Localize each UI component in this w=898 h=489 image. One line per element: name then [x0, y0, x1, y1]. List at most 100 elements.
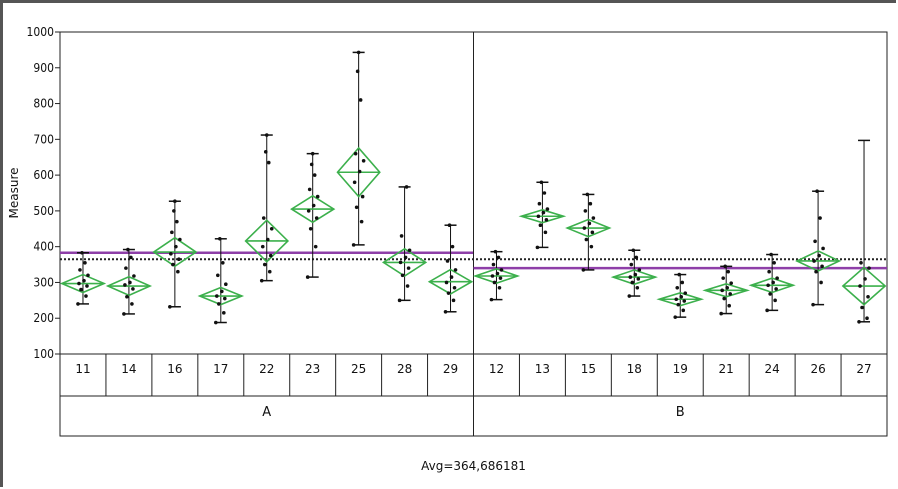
data-point — [496, 255, 501, 260]
y-axis-label: Measure — [7, 168, 21, 219]
data-point — [404, 185, 409, 189]
data-point — [725, 286, 729, 290]
data-point — [311, 203, 316, 208]
data-point — [628, 275, 633, 279]
data-point — [80, 250, 84, 255]
y-tick-label: 1000 — [27, 25, 55, 39]
data-point — [131, 287, 135, 291]
mean-diamond — [656, 291, 705, 307]
data-point — [220, 289, 224, 294]
data-point — [351, 243, 356, 247]
data-point — [398, 260, 403, 265]
data-point — [675, 286, 680, 290]
data-point — [132, 274, 136, 278]
category-label: 18 — [627, 362, 642, 376]
data-point — [542, 191, 547, 195]
data-point — [491, 262, 496, 267]
mean-diamond — [336, 146, 381, 198]
data-point — [446, 291, 451, 295]
data-point — [773, 298, 777, 303]
data-point — [681, 308, 686, 313]
group-label: B — [676, 405, 685, 420]
data-point — [629, 262, 634, 267]
y-tick-label: 600 — [33, 168, 54, 182]
data-point — [178, 237, 182, 242]
data-point — [585, 192, 590, 197]
mean-diamond — [197, 286, 245, 306]
data-point — [589, 244, 594, 249]
data-point — [445, 259, 450, 263]
mean-diamond — [472, 268, 521, 285]
data-point — [312, 173, 317, 177]
data-point — [449, 275, 454, 279]
data-point — [174, 244, 178, 249]
category-label: 13 — [535, 362, 550, 376]
data-point — [821, 246, 825, 251]
data-point — [128, 280, 132, 285]
y-tick-label: 300 — [33, 275, 54, 289]
data-point — [264, 133, 269, 137]
data-point — [535, 245, 540, 250]
data-point — [866, 294, 870, 299]
data-point — [123, 283, 127, 287]
data-point — [170, 230, 174, 235]
data-point — [683, 291, 688, 295]
category-label: 23 — [305, 362, 320, 376]
category-label: 17 — [213, 362, 228, 376]
data-point — [637, 268, 642, 272]
category-label: 16 — [167, 362, 182, 376]
category-label: 21 — [719, 362, 734, 376]
category-label: 15 — [581, 362, 596, 376]
data-point — [268, 253, 273, 258]
data-point — [222, 311, 226, 315]
data-point — [719, 311, 723, 316]
data-point — [405, 284, 410, 288]
data-point — [171, 262, 175, 267]
data-point — [269, 226, 274, 231]
mean-diamond — [748, 277, 796, 294]
data-point — [774, 287, 778, 291]
data-point — [266, 160, 271, 165]
data-point — [126, 247, 130, 252]
data-point — [772, 260, 776, 265]
data-point — [407, 248, 412, 253]
data-point — [490, 274, 495, 278]
data-point — [498, 276, 503, 280]
y-tick-label: 500 — [33, 204, 54, 218]
data-point — [673, 315, 678, 319]
data-point — [221, 260, 225, 265]
data-point — [130, 302, 134, 306]
data-point — [727, 303, 731, 308]
data-point — [452, 286, 457, 290]
data-point — [865, 316, 869, 321]
data-point — [769, 252, 773, 257]
data-point — [78, 268, 82, 272]
mean-diamond — [795, 250, 842, 272]
group-row — [59, 395, 888, 437]
data-point — [359, 219, 364, 224]
data-point — [536, 214, 541, 219]
data-point — [305, 275, 310, 279]
data-point — [217, 302, 221, 306]
data-point — [857, 320, 861, 324]
mean-diamond — [841, 266, 887, 306]
data-point — [583, 209, 588, 213]
data-point — [543, 230, 548, 235]
data-point — [495, 271, 500, 276]
data-point — [443, 309, 448, 314]
data-point — [636, 277, 641, 281]
data-point — [499, 268, 504, 272]
data-point — [591, 216, 596, 220]
data-point — [820, 264, 824, 269]
data-point — [860, 305, 864, 310]
category-label: 19 — [673, 362, 688, 376]
data-point — [677, 272, 682, 277]
data-point — [768, 292, 772, 296]
data-point — [172, 209, 176, 213]
y-tick-label: 200 — [33, 311, 54, 325]
data-point — [635, 286, 640, 290]
data-point — [766, 283, 770, 288]
data-point — [729, 281, 733, 285]
data-point — [493, 249, 498, 254]
